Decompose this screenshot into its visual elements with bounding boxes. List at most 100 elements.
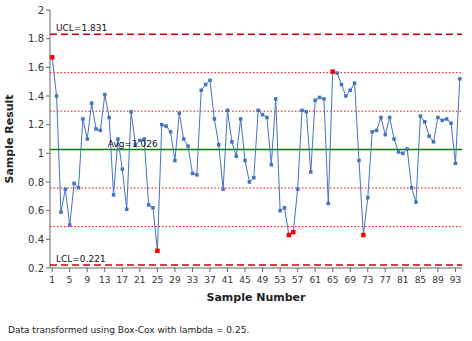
- data-point: [235, 154, 239, 158]
- footnote: Data transformed using Box-Cox with lamb…: [8, 325, 249, 335]
- x-tick: [174, 268, 175, 272]
- data-point: [125, 207, 128, 211]
- x-tick: [297, 268, 298, 272]
- data-point: [77, 186, 81, 190]
- data-point: [50, 55, 54, 60]
- data-point: [330, 69, 335, 74]
- data-point: [419, 114, 423, 118]
- data-point: [204, 83, 208, 87]
- data-point: [379, 116, 383, 120]
- data-point: [55, 94, 59, 98]
- data-point: [103, 93, 107, 97]
- y-tick: [46, 96, 50, 97]
- y-axis-label: Sample Result: [3, 94, 16, 183]
- x-tick-label: 73: [362, 275, 373, 285]
- data-point: [147, 203, 151, 207]
- x-tick: [385, 268, 386, 272]
- x-tick: [332, 268, 333, 272]
- data-point: [169, 130, 173, 134]
- data-point: [432, 140, 436, 144]
- data-point: [313, 99, 317, 103]
- data-point: [151, 206, 155, 210]
- data-point: [221, 187, 225, 191]
- y-tick-label: 1.8: [28, 33, 44, 44]
- y-tick: [46, 10, 50, 11]
- data-point: [309, 170, 313, 174]
- y-tick-label: 2: [38, 5, 44, 16]
- reference-line: [50, 33, 462, 35]
- data-point: [256, 109, 260, 113]
- x-tick-label: 61: [309, 275, 320, 285]
- data-point: [340, 83, 344, 87]
- y-tick-label: 1: [38, 148, 44, 159]
- x-tick: [87, 268, 88, 272]
- data-point: [239, 117, 243, 121]
- x-tick: [104, 268, 105, 272]
- reference-line: [50, 111, 462, 112]
- data-point: [441, 119, 445, 123]
- x-axis-label: Sample Number: [207, 291, 307, 304]
- x-tick-label: 85: [415, 275, 426, 285]
- reference-label: LCL=0.221: [56, 254, 106, 264]
- data-point: [208, 78, 212, 82]
- y-tick-label: 0.4: [28, 234, 44, 245]
- data-point: [366, 196, 370, 200]
- chart: 0.20.40.60.811.21.41.61.8215913172125293…: [0, 0, 472, 341]
- data-point: [335, 71, 339, 75]
- data-point: [173, 159, 177, 163]
- x-axis-line: [50, 268, 462, 269]
- data-point: [454, 162, 458, 166]
- x-tick-label: 9: [84, 275, 90, 285]
- data-point: [397, 150, 401, 154]
- data-point: [155, 249, 160, 254]
- x-tick: [227, 268, 228, 272]
- data-point: [361, 233, 366, 238]
- data-point: [283, 206, 287, 210]
- x-tick: [157, 268, 158, 272]
- data-point: [423, 120, 427, 124]
- x-tick-label: 17: [117, 275, 128, 285]
- x-tick-label: 49: [257, 275, 269, 285]
- data-point: [375, 129, 379, 133]
- x-tick-label: 29: [169, 275, 181, 285]
- data-point: [278, 209, 282, 213]
- data-point: [274, 97, 278, 101]
- data-point: [291, 230, 296, 235]
- y-tick: [46, 239, 50, 240]
- reference-label: Avg=1.026: [108, 139, 158, 149]
- data-point: [427, 134, 431, 138]
- y-tick-label: 1.4: [28, 91, 44, 102]
- data-point: [370, 130, 374, 134]
- data-point: [99, 129, 103, 133]
- x-tick-label: 25: [152, 275, 163, 285]
- x-tick: [420, 268, 421, 272]
- x-tick-label: 45: [239, 275, 250, 285]
- y-tick: [46, 210, 50, 211]
- x-tick-label: 93: [450, 275, 461, 285]
- reference-line: [50, 264, 462, 266]
- x-tick: [367, 268, 368, 272]
- data-point: [191, 172, 195, 176]
- data-point: [300, 109, 304, 113]
- x-tick-label: 37: [204, 275, 215, 285]
- y-tick: [46, 182, 50, 183]
- x-tick: [245, 268, 246, 272]
- data-point: [357, 159, 361, 163]
- reference-line: [50, 188, 462, 189]
- x-tick: [315, 268, 316, 272]
- data-point: [296, 187, 300, 191]
- y-tick-label: 0.6: [28, 205, 44, 216]
- data-point: [68, 223, 72, 227]
- data-point: [327, 202, 331, 206]
- data-point: [72, 182, 76, 186]
- reference-line: [50, 72, 462, 73]
- reference-line: [50, 226, 462, 227]
- x-tick: [350, 268, 351, 272]
- y-axis-line: [50, 10, 51, 268]
- data-point: [318, 96, 322, 100]
- x-tick: [280, 268, 281, 272]
- data-point: [112, 193, 116, 197]
- data-point: [129, 110, 133, 114]
- y-tick: [46, 67, 50, 68]
- data-point: [252, 176, 256, 180]
